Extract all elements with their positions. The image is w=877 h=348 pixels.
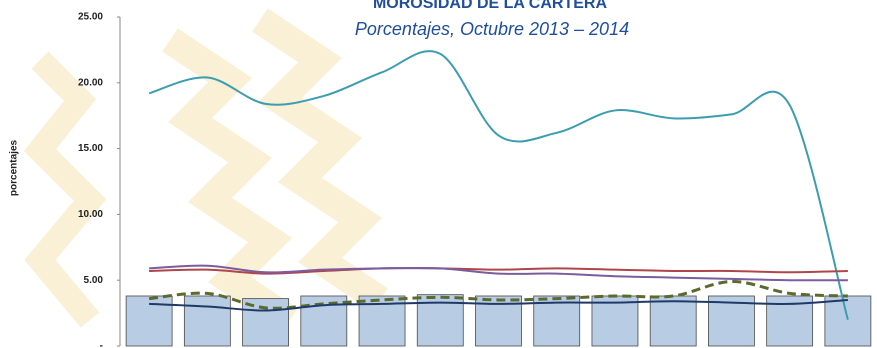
- line-series: [149, 264, 848, 282]
- y-tick-label: 5.00: [84, 275, 104, 286]
- bar: [300, 295, 348, 347]
- bar: [591, 295, 639, 347]
- line-series: [148, 50, 849, 320]
- line-series: [149, 298, 848, 312]
- y-tick-label: 15.00: [78, 143, 103, 154]
- y-tick-label: 20.00: [78, 77, 103, 88]
- bar: [533, 295, 581, 347]
- bar: [183, 295, 231, 347]
- bar: [125, 295, 173, 347]
- background-decoration: [23, 8, 388, 332]
- chart-subtitle: Porcentajes, Octubre 2013 – 2014: [355, 19, 629, 39]
- y-tick-label: -: [100, 341, 103, 348]
- chart-title: MOROSIDAD DE LA CARTERA: [373, 0, 608, 12]
- y-tick-label: 10.00: [78, 209, 103, 220]
- bar: [708, 295, 755, 347]
- line-series: [149, 267, 848, 275]
- y-axis-label: porcentajes: [9, 139, 20, 196]
- bar: [824, 295, 872, 347]
- y-tick-label: 25.00: [78, 12, 103, 23]
- line-series: [148, 280, 848, 310]
- bar: [649, 295, 697, 347]
